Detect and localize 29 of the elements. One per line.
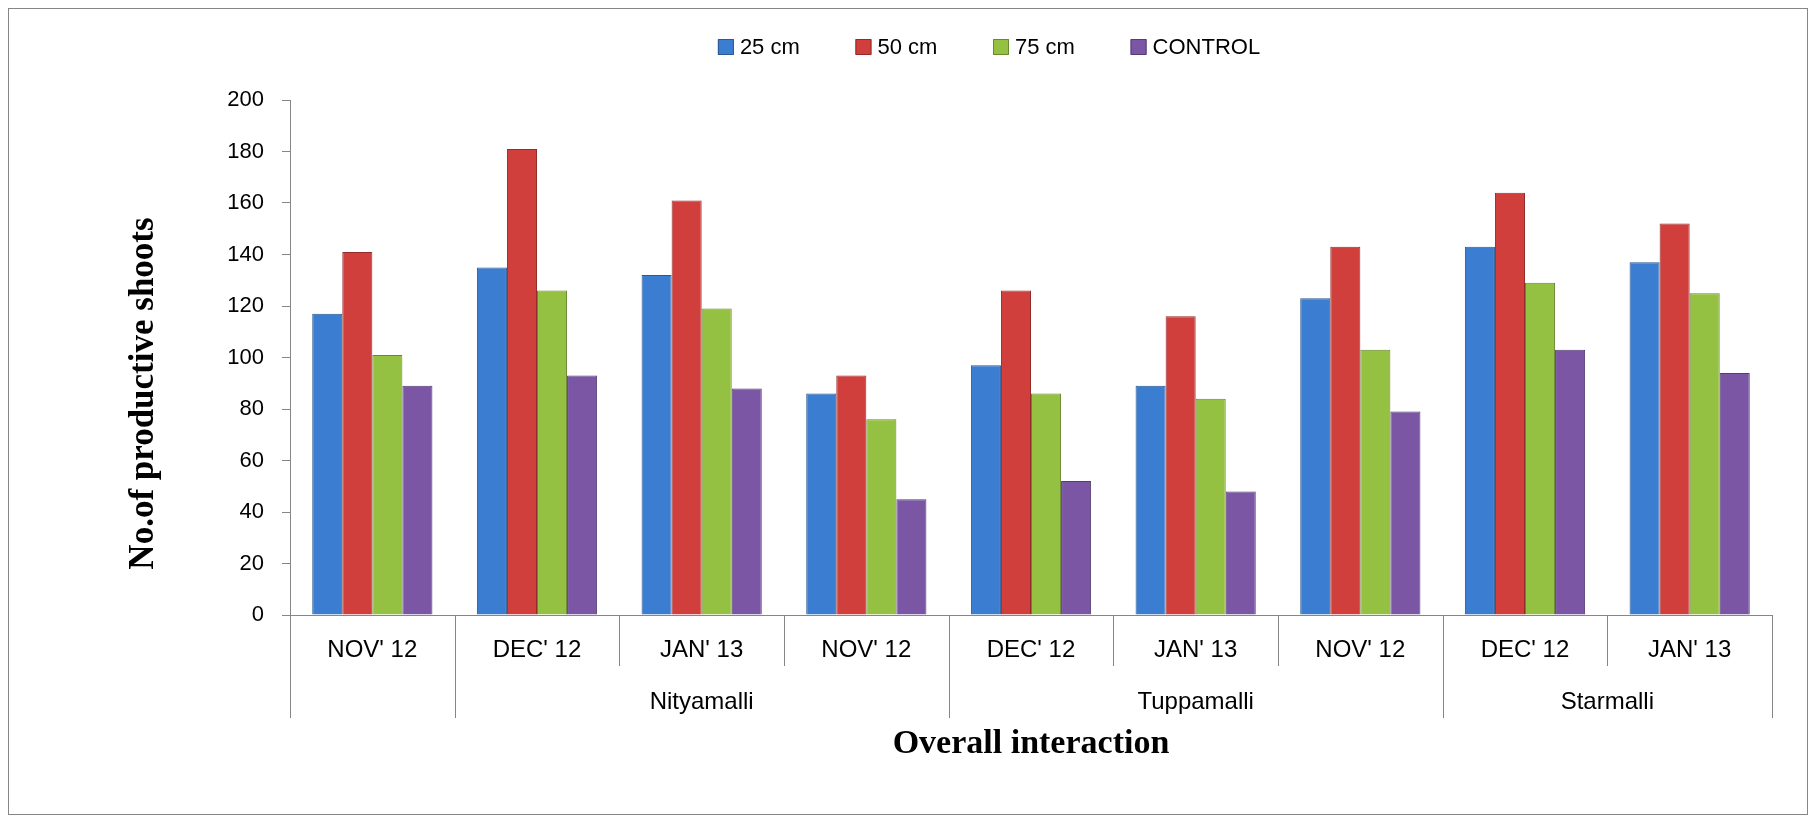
legend-label: 75 cm (1015, 34, 1075, 60)
y-tick-label: 40 (239, 498, 264, 524)
x-tick-label: JAN' 13 (660, 635, 744, 663)
y-tick-label: 80 (239, 395, 264, 421)
legend-label: 25 cm (739, 34, 800, 60)
x-tick-label: JAN' 13 (1648, 635, 1732, 663)
text: Starmalli (1560, 686, 1655, 714)
text: Nityamalli (649, 686, 754, 714)
x-axis-title: Overall interaction (892, 723, 1170, 761)
y-tick-label: 100 (227, 343, 264, 369)
x-tick-label: NOV' 12 (821, 635, 912, 663)
y-axis-title: No.of productive shoots (122, 217, 162, 570)
x-tick-label: DEC' 12 (492, 635, 582, 663)
x-tick-label: DEC' 12 (986, 635, 1076, 663)
x-tick-label: NOV' 12 (1315, 635, 1406, 663)
text: Tuppamalli (1137, 686, 1254, 714)
y-tick-label: 60 (239, 446, 264, 472)
y-tick-label: 200 (227, 86, 264, 112)
y-tick-label: 20 (239, 549, 264, 575)
y-tick-label: 140 (227, 240, 264, 266)
legend-label: CONTROL (1152, 34, 1261, 60)
y-tick-label: 120 (227, 292, 264, 318)
y-tick-label: 0 (251, 601, 264, 627)
legend-label: 50 cm (877, 34, 938, 60)
x-tick-label: DEC' 12 (1480, 635, 1570, 663)
x-tick-label: JAN' 13 (1154, 635, 1238, 663)
x-tick-label: NOV' 12 (327, 635, 418, 663)
y-tick-label: 160 (227, 189, 264, 215)
y-tick-label: 180 (227, 137, 264, 163)
